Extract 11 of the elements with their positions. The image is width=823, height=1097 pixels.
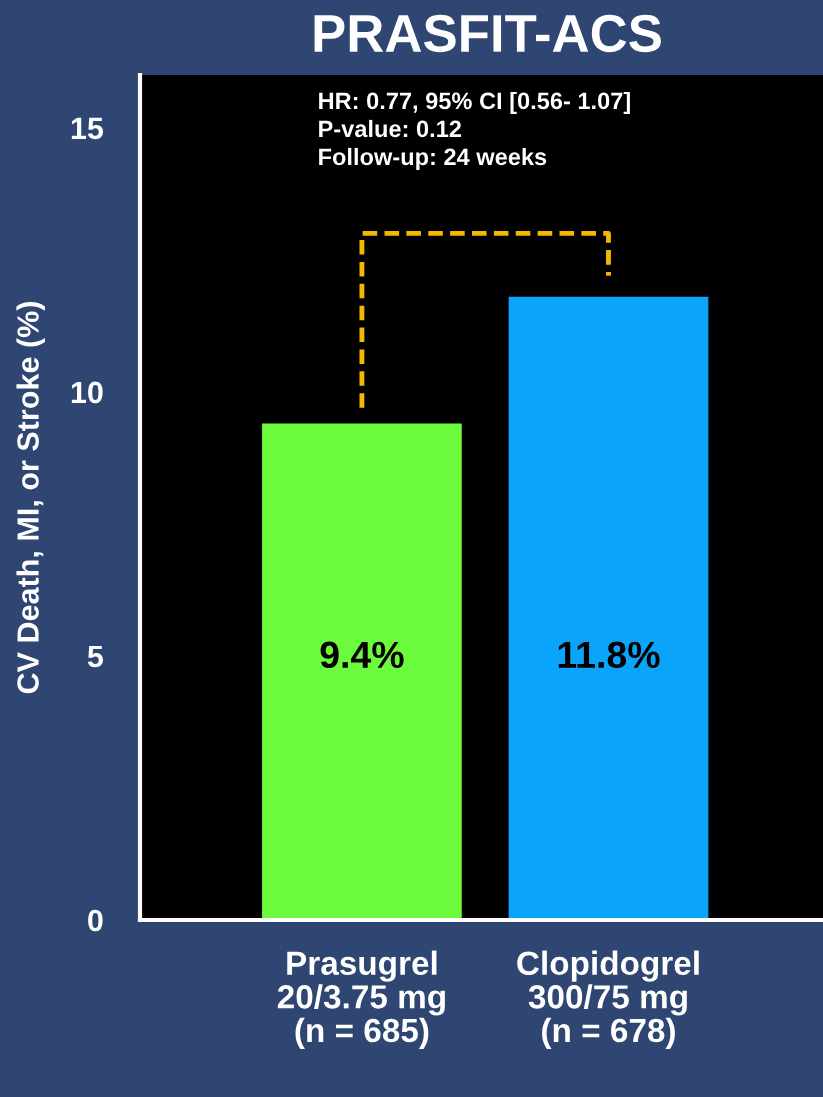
y-tick-label: 5 (87, 645, 104, 668)
y-tick-label: 15 (71, 117, 104, 140)
data-label: 9.4% (320, 641, 404, 669)
x-tick-label: Prasugrel 20/3.75 mg (n = 685) (277, 950, 445, 1049)
y-axis-title: CV Death, MI, or Stroke (%) (16, 302, 45, 694)
y-tick-label: 0 (88, 909, 103, 932)
data-label: 11.8% (558, 641, 660, 669)
chart-title: PRASFIT-ACS (314, 14, 661, 53)
x-tick-label: Clopidogrel 300/75 mg (n = 678) (517, 950, 699, 1049)
y-tick-label: 10 (71, 381, 103, 404)
annotation: HR: 0.77, 95% CI [0.56- 1.07] P-value: 0.12 Follow-up: 24 weeks (319, 91, 630, 170)
